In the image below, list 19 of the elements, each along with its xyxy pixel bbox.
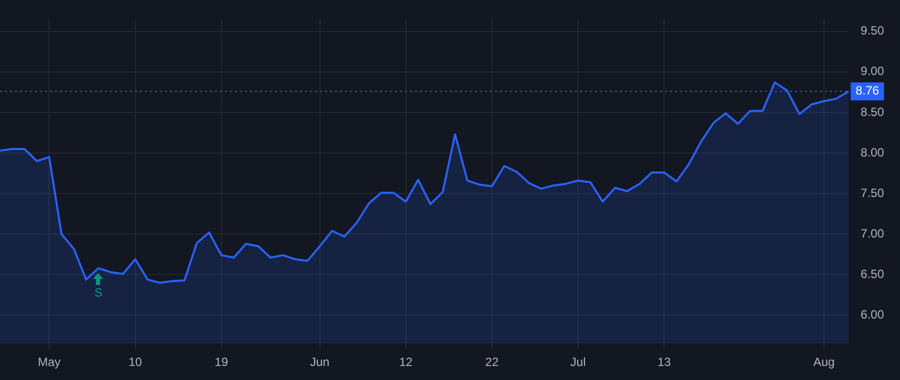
x-tick-label: 19 bbox=[214, 355, 228, 370]
x-tick-label: 10 bbox=[128, 355, 142, 370]
x-tick-label: May bbox=[38, 355, 61, 370]
y-tick-label: 7.50 bbox=[860, 186, 884, 200]
x-tick-label: Aug bbox=[813, 355, 835, 370]
x-tick-label: 22 bbox=[485, 355, 499, 370]
y-tick-label: 8.00 bbox=[860, 145, 884, 160]
y-tick-label: 8.50 bbox=[860, 104, 884, 119]
y-tick-label: 7.00 bbox=[860, 226, 884, 240]
annotation: S bbox=[94, 285, 102, 300]
x-tick-label: Jul bbox=[570, 355, 586, 370]
ref-line-label: 8.76 bbox=[856, 84, 880, 98]
y-tick-label: 6.00 bbox=[860, 308, 884, 322]
y-tick-label: 9.50 bbox=[860, 24, 884, 38]
x-tick-label: 12 bbox=[399, 355, 413, 370]
x-tick-label: 13 bbox=[657, 355, 672, 370]
y-tick-label: 6.50 bbox=[860, 266, 884, 281]
y-tick-label: 9.00 bbox=[860, 64, 884, 78]
x-tick-label: Jun bbox=[310, 355, 330, 370]
